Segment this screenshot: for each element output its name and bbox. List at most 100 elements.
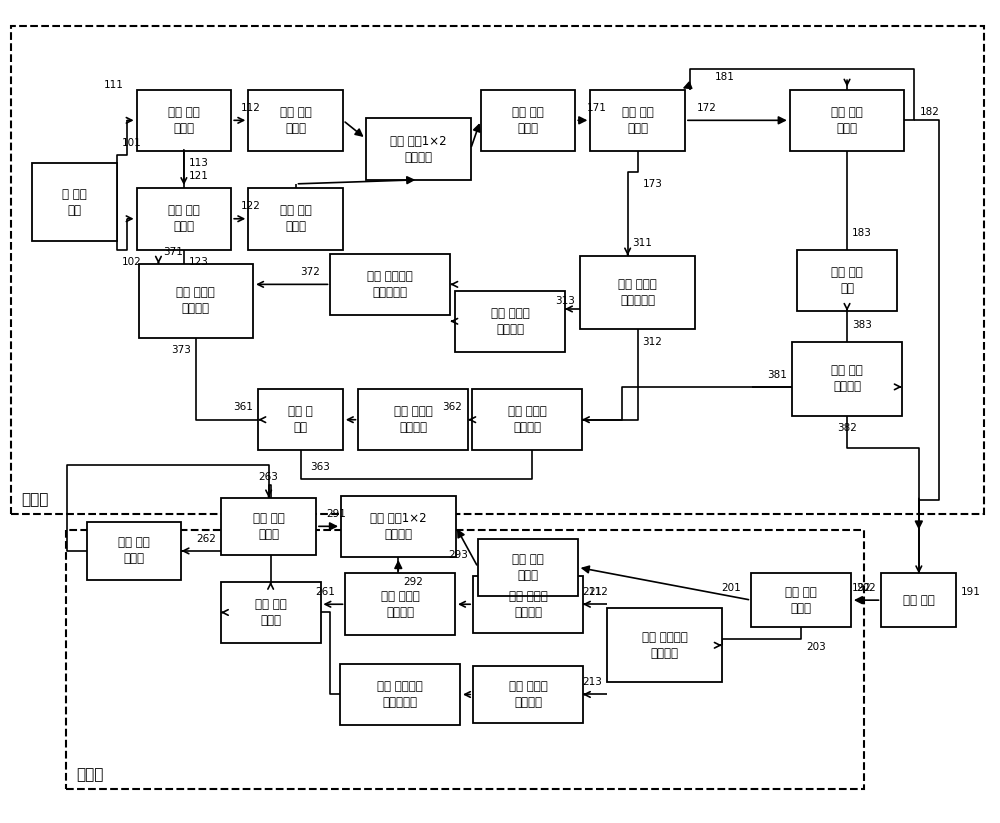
- Text: ２６ 射频
功分器: ２６ 射频 功分器: [255, 598, 287, 627]
- Bar: [590, 90, 685, 151]
- Bar: [340, 663, 460, 725]
- Bar: [481, 90, 575, 151]
- Text: １１ 锁相
倍频器: １１ 锁相 倍频器: [168, 106, 200, 135]
- Bar: [11, 26, 984, 514]
- Text: ２０ 第二
环形器: ２０ 第二 环形器: [785, 586, 817, 615]
- Text: 371: 371: [163, 247, 183, 257]
- Text: １４ 第二
激光器: １４ 第二 激光器: [280, 204, 311, 233]
- Bar: [790, 90, 904, 151]
- Text: 211: 211: [582, 587, 602, 597]
- Text: ２８ 第四
激光器: ２８ 第四 激光器: [118, 537, 150, 565]
- Text: ２１ 第一解波
分复用器: ２１ 第一解波 分复用器: [642, 630, 687, 660]
- Bar: [345, 574, 455, 635]
- Text: ３０ 第二
扰偏器: ３０ 第二 扰偏器: [512, 553, 544, 582]
- Text: 101: 101: [122, 138, 141, 148]
- Text: 201: 201: [722, 583, 741, 593]
- Text: １２ 脉冲
发生器: １２ 脉冲 发生器: [168, 204, 200, 233]
- Text: 361: 361: [233, 402, 253, 412]
- Text: 381: 381: [767, 370, 787, 379]
- Bar: [797, 249, 897, 311]
- Text: ２４ 第一射
频放大器: ２４ 第一射 频放大器: [381, 590, 420, 619]
- Bar: [455, 291, 565, 352]
- Text: １３ 第一
激光器: １３ 第一 激光器: [280, 106, 311, 135]
- Bar: [221, 582, 321, 644]
- Bar: [258, 389, 343, 450]
- Bar: [473, 575, 583, 633]
- Text: 111: 111: [104, 81, 124, 91]
- Text: １８ 光学
延迟线: １８ 光学 延迟线: [831, 106, 863, 135]
- Text: ３８ 延迟
处理单元: ３８ 延迟 处理单元: [831, 365, 863, 393]
- Text: ０ 频率
参考: ０ 频率 参考: [62, 188, 87, 216]
- Bar: [137, 188, 231, 249]
- Text: 122: 122: [241, 202, 261, 212]
- Text: ２２ 第一光
电探测器: ２２ 第一光 电探测器: [509, 590, 547, 619]
- Text: 123: 123: [189, 257, 209, 267]
- Text: 372: 372: [301, 267, 320, 277]
- Text: 292: 292: [403, 577, 423, 587]
- Text: 173: 173: [643, 179, 662, 189]
- Bar: [137, 90, 231, 151]
- Text: ２５ 第一脉冲
分配放大器: ２５ 第一脉冲 分配放大器: [377, 680, 423, 709]
- Text: ３７ 时间间
隔计数器: ３７ 时间间 隔计数器: [176, 286, 215, 315]
- Text: 313: 313: [555, 295, 575, 306]
- Text: 102: 102: [122, 257, 141, 267]
- Bar: [358, 389, 468, 450]
- Bar: [221, 498, 316, 555]
- Bar: [330, 253, 450, 315]
- Text: 291: 291: [326, 509, 346, 519]
- Text: 远地端: 远地端: [76, 767, 104, 782]
- Text: 203: 203: [806, 642, 826, 653]
- Text: 262: 262: [196, 533, 216, 544]
- Text: 202: 202: [856, 583, 876, 593]
- Bar: [32, 164, 117, 241]
- Text: １６ 第一
扰偏器: １６ 第一 扰偏器: [512, 106, 544, 135]
- Bar: [580, 256, 695, 329]
- Text: １５ 第一1×2
光耦合器: １５ 第一1×2 光耦合器: [390, 134, 447, 164]
- Bar: [607, 608, 722, 682]
- Text: ３３ 第四光
电探测器: ３３ 第四光 电探测器: [491, 307, 529, 336]
- Text: 本地端: 本地端: [21, 492, 49, 507]
- Text: 261: 261: [316, 587, 335, 597]
- Text: 382: 382: [837, 423, 857, 433]
- Bar: [751, 574, 851, 627]
- Text: 181: 181: [715, 72, 735, 82]
- Text: 362: 362: [442, 402, 462, 412]
- Text: 172: 172: [697, 103, 717, 113]
- Bar: [248, 90, 343, 151]
- Text: 191: 191: [961, 587, 981, 597]
- Bar: [139, 264, 253, 337]
- Bar: [478, 538, 578, 596]
- Text: 212: 212: [588, 587, 608, 597]
- Text: 293: 293: [448, 550, 468, 560]
- Text: 183: 183: [852, 228, 872, 238]
- Text: 121: 121: [189, 170, 209, 181]
- Bar: [792, 342, 902, 416]
- Text: 263: 263: [259, 472, 279, 482]
- Bar: [341, 495, 456, 557]
- Text: １９ 光纤: １９ 光纤: [903, 593, 935, 607]
- Text: 112: 112: [241, 103, 261, 113]
- Bar: [473, 666, 583, 723]
- Bar: [881, 574, 956, 627]
- Text: ２３ 第二光
电探测器: ２３ 第二光 电探测器: [509, 680, 547, 709]
- Bar: [66, 531, 864, 788]
- Text: 182: 182: [919, 107, 939, 117]
- Text: ３９ 驱动
电路: ３９ 驱动 电路: [831, 266, 863, 295]
- Bar: [248, 188, 343, 249]
- Text: 113: 113: [189, 158, 209, 169]
- Text: 373: 373: [171, 345, 191, 355]
- Text: ３６ 鉴
相器: ３６ 鉴 相器: [288, 405, 313, 435]
- Text: ３１ 第二解
波分复用器: ３１ 第二解 波分复用器: [618, 278, 657, 307]
- Text: ３２ 第三光
电探测器: ３２ 第三光 电探测器: [508, 405, 546, 435]
- Text: 383: 383: [852, 320, 872, 330]
- Bar: [87, 523, 181, 579]
- Text: 171: 171: [587, 103, 607, 113]
- Text: 311: 311: [633, 239, 653, 249]
- Text: 192: 192: [852, 583, 871, 593]
- Text: 363: 363: [311, 462, 330, 472]
- Bar: [366, 119, 471, 179]
- Text: 312: 312: [643, 337, 662, 346]
- Text: 213: 213: [582, 677, 602, 687]
- Text: ２９ 第二1×2
光耦合器: ２９ 第二1×2 光耦合器: [370, 512, 427, 541]
- Text: ２７ 第三
激光器: ２７ 第三 激光器: [253, 512, 285, 541]
